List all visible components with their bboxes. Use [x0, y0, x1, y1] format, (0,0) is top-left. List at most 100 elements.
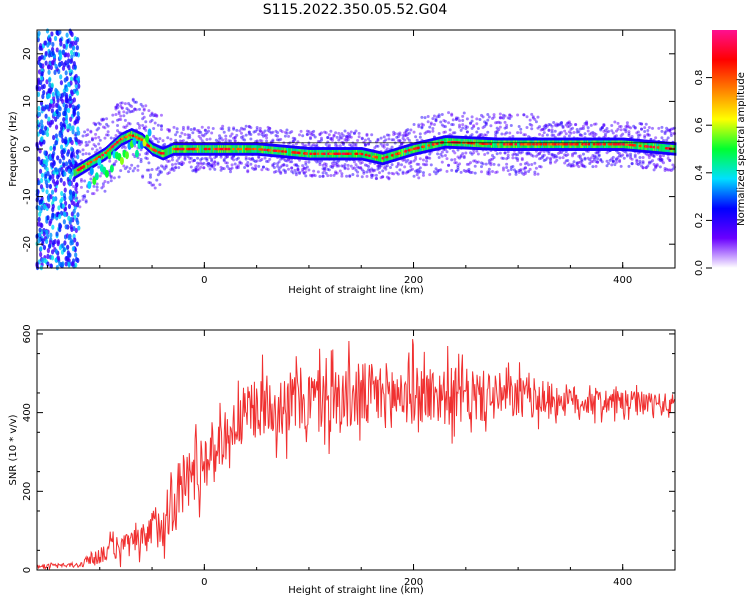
spectrogram-halo — [123, 146, 127, 150]
spectrogram-halo — [116, 106, 120, 110]
spectrogram-halo — [98, 138, 102, 142]
spectrogram-speckle — [54, 167, 58, 173]
spectrogram-halo — [480, 132, 484, 136]
spectrogram-halo — [428, 173, 432, 177]
spectrogram-core — [370, 152, 373, 160]
spectrogram-halo — [492, 155, 496, 159]
spectrogram-halo — [304, 160, 308, 164]
spectrogram-halo — [418, 170, 422, 174]
spectrogram-halo — [379, 136, 383, 140]
spectrogram-halo — [249, 126, 253, 130]
spectrogram-peak — [603, 142, 607, 146]
spectrogram-speckle — [68, 95, 72, 102]
spectrogram-blob — [132, 137, 137, 146]
spectrogram-halo — [472, 125, 476, 129]
spectrogram-speckle — [72, 97, 76, 103]
spectrogram-halo — [509, 124, 513, 128]
spectrogram-halo — [654, 136, 658, 140]
spectrogram-peak — [539, 142, 543, 146]
spectrogram-halo — [412, 174, 416, 178]
spectrogram-halo — [481, 115, 485, 119]
spectrogram-halo — [447, 163, 451, 167]
spectrogram-halo — [470, 133, 474, 137]
snr-series-line — [36, 339, 676, 571]
spectrogram-core — [518, 140, 520, 149]
spectrogram-halo — [352, 166, 356, 170]
spectrogram-halo — [156, 166, 160, 170]
spectrogram-halo — [566, 159, 570, 163]
spectrogram-speckle — [68, 103, 72, 109]
spectrogram-halo — [249, 137, 253, 141]
spectrogram-halo — [508, 131, 512, 135]
spectrogram-speckle — [37, 69, 42, 75]
spectrogram-halo — [384, 167, 388, 171]
spectrogram-peak — [239, 147, 243, 151]
spectrogram-peak — [587, 142, 592, 146]
spectrogram-speckle — [51, 103, 55, 109]
spectrogram-halo — [340, 174, 344, 178]
spectrogram-peak — [618, 142, 623, 146]
spectrogram-halo — [219, 136, 223, 140]
spectrogram-halo — [390, 145, 394, 149]
spectrogram-speckle — [70, 54, 74, 60]
spectrogram-speckle — [66, 244, 70, 250]
spectrogram-halo — [265, 136, 269, 140]
spectrogram-halo — [98, 146, 102, 150]
spectrogram-peak — [390, 154, 395, 157]
spectrogram-halo — [271, 138, 275, 142]
spectrogram-speckle — [42, 89, 46, 96]
spectrogram-speckle — [41, 129, 45, 136]
spectrogram-speckle — [63, 195, 67, 202]
spectrogram-halo — [538, 132, 542, 136]
spectrogram-halo — [465, 117, 469, 121]
spectrogram-halo — [363, 142, 367, 146]
spectrogram-peak — [147, 144, 151, 148]
spectrogram-speckle — [59, 80, 64, 86]
spectrogram-halo — [451, 123, 455, 127]
spectrogram-ticks: 0 200 400 -20 -10 0 10 20 — [22, 30, 676, 286]
spectrogram-halo — [624, 150, 628, 154]
spectrogram-halo — [250, 156, 254, 160]
spectrogram-halo — [268, 126, 272, 130]
spectrogram-halo — [378, 171, 382, 175]
spectrogram-halo — [125, 165, 129, 169]
spectrogram-halo — [279, 137, 283, 141]
spectrogram-panel: 0 200 400 -20 -10 0 10 20 Height of straight li… — [8, 28, 677, 296]
spectrogram-halo — [633, 153, 637, 157]
spectrogram-halo — [246, 164, 250, 168]
spectrogram-halo — [152, 127, 156, 131]
spectrogram-halo — [268, 157, 272, 161]
spectrogram-speckle — [63, 110, 67, 116]
spectrogram-halo — [542, 153, 546, 157]
spectrogram-speckle — [37, 86, 42, 92]
spectrogram-halo — [640, 122, 644, 126]
spectrogram-peak — [609, 142, 613, 146]
spectrogram-halo — [125, 124, 129, 128]
spectrogram-speckle — [74, 227, 78, 234]
spectrogram-blob — [107, 151, 112, 160]
spectrogram-halo — [346, 163, 350, 167]
spectrogram-speckle — [64, 224, 68, 230]
spectrogram-core — [286, 147, 289, 156]
spectrogram-halo — [571, 126, 575, 130]
spectrogram-speckle — [72, 208, 76, 214]
spectrogram-halo — [611, 159, 615, 163]
spectrogram-speckle — [40, 75, 44, 81]
spectrogram-halo — [607, 129, 611, 133]
spectrogram-halo — [465, 130, 469, 134]
spectrogram-halo — [354, 163, 358, 167]
spectrogram-halo — [597, 153, 601, 157]
spectrogram-core — [400, 149, 403, 157]
spectrogram-halo — [428, 156, 432, 160]
spectrogram-halo — [418, 157, 422, 161]
colorbar-tick-label: 0.4 — [694, 165, 705, 181]
spectrogram-halo — [329, 173, 333, 177]
spectrogram-halo — [210, 159, 214, 163]
spectrogram-halo — [487, 170, 491, 174]
spectrogram-halo — [533, 172, 537, 176]
spectrogram-halo — [305, 165, 309, 169]
spectrogram-core — [134, 132, 136, 140]
spectrogram-halo — [440, 113, 444, 117]
spectrogram-core — [157, 147, 159, 156]
